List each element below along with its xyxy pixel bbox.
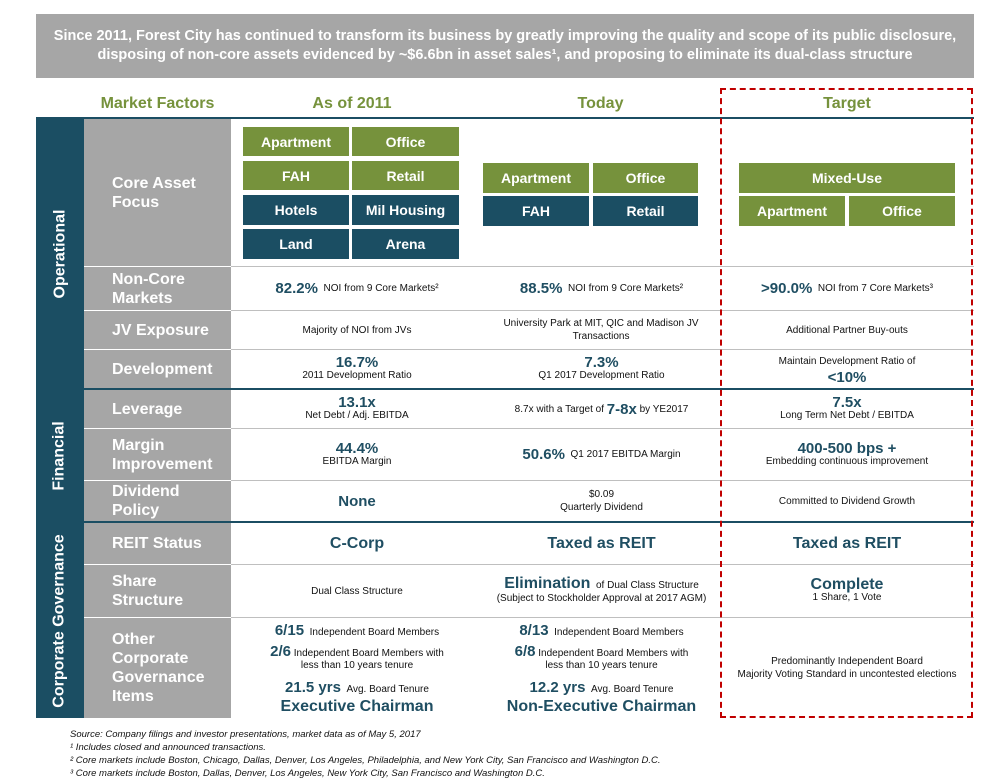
factor-reit-status: REIT Status	[112, 535, 202, 552]
asset-tile-fah: FAH	[483, 196, 589, 226]
gov-2011-board: 6/15 Independent Board Members	[274, 622, 440, 639]
header-as-of-2011: As of 2011	[312, 95, 392, 112]
gov-2011-tenure: 2/6 Independent Board Members with less t…	[270, 643, 444, 671]
dev-2011: 16.7% 2011 Development Ratio	[302, 354, 412, 381]
share-2011: Dual Class Structure	[311, 585, 403, 597]
section-operational: Operational	[36, 119, 84, 388]
dev-today: 7.3% Q1 2017 Development Ratio	[538, 354, 665, 381]
factor-development: Development	[112, 360, 213, 378]
row-divider	[84, 617, 974, 618]
section-divider	[36, 521, 974, 523]
dividend-today: $0.09 Quarterly Dividend	[560, 489, 643, 513]
dividend-2011: None	[338, 492, 376, 510]
jv-target: Additional Partner Buy-outs	[786, 324, 908, 336]
factor-divider	[84, 349, 231, 350]
noncore-target: >90.0% NOI from 7 Core Markets³	[761, 280, 933, 297]
factor-leverage: Leverage	[112, 400, 183, 418]
row-divider	[84, 310, 974, 311]
header-target: Target	[823, 95, 871, 112]
asset-tile-office: Office	[849, 196, 955, 226]
asset-tile-apartment: Apartment	[483, 163, 589, 193]
row-divider	[84, 428, 974, 429]
margin-target: 400-500 bps + Embedding continuous improv…	[765, 439, 929, 467]
row-divider	[84, 480, 974, 481]
dev-target: Maintain Development Ratio of <10%	[778, 355, 916, 386]
factor-divider	[84, 564, 231, 565]
factor-divider	[84, 617, 231, 618]
reit-2011: C-Corp	[329, 535, 385, 552]
factor-jv-exposure: JV Exposure	[112, 321, 209, 339]
reit-target: Taxed as REIT	[792, 535, 902, 552]
section-financial: Financial	[36, 390, 84, 521]
share-target: Complete 1 Share, 1 Vote	[810, 576, 884, 604]
footnotes: Source: Company filings and investor pre…	[70, 728, 661, 780]
gov-2011-avg-tenure: 21.5 yrs Avg. Board Tenure	[285, 679, 429, 696]
asset-tile-land: Land	[243, 229, 349, 259]
asset-tile-retail: Retail	[593, 196, 698, 226]
share-today: Elimination of Dual Class Structure (Sub…	[496, 575, 707, 605]
factor-other-governance: Other Corporate Governance Items	[112, 631, 205, 705]
reit-today: Taxed as REIT	[547, 535, 656, 552]
asset-tile-hotels: Hotels	[243, 195, 349, 225]
asset-tile-arena: Arena	[352, 229, 459, 259]
summary-banner: Since 2011, Forest City has continued to…	[36, 14, 974, 78]
header-today: Today	[577, 95, 624, 112]
row-divider	[84, 564, 974, 565]
asset-tile-apartment: Apartment	[243, 127, 349, 156]
asset-tile-mixed-use: Mixed-Use	[739, 163, 955, 193]
gov-today-avg-tenure: 12.2 yrs Avg. Board Tenure	[529, 679, 674, 696]
noncore-2011: 82.2% NOI from 9 Core Markets²	[275, 280, 439, 297]
factor-dividend-policy: Dividend Policy	[112, 483, 180, 519]
row-divider	[84, 266, 974, 267]
factor-margin-improvement: Margin Improvement	[112, 436, 213, 473]
factor-divider	[84, 310, 231, 311]
gov-today-chairman: Non-Executive Chairman	[506, 698, 697, 715]
factor-core-asset-focus: Core Asset Focus	[112, 174, 196, 211]
leverage-today: 8.7x with a Target of 7-8x by YE2017	[514, 400, 689, 418]
asset-tile-apartment: Apartment	[739, 196, 845, 226]
gov-today-board: 8/13 Independent Board Members	[519, 622, 684, 639]
dividend-target: Committed to Dividend Growth	[778, 495, 916, 507]
asset-tile-office: Office	[352, 127, 459, 156]
footnote-source: Source: Company filings and investor pre…	[70, 729, 421, 740]
gov-2011-chairman: Executive Chairman	[280, 698, 434, 715]
asset-tile-fah: FAH	[243, 161, 349, 190]
header-divider	[36, 117, 974, 119]
asset-tile-retail: Retail	[352, 161, 459, 190]
asset-tile-office: Office	[593, 163, 698, 193]
margin-2011: 44.4% EBITDA Margin	[322, 439, 392, 467]
jv-2011: Majority of NOI from JVs	[302, 324, 412, 336]
banner-text: Since 2011, Forest City has continued to…	[53, 28, 957, 63]
header-market-factors: Market Factors	[100, 95, 215, 112]
row-divider	[84, 349, 974, 350]
factor-divider	[84, 480, 231, 481]
noncore-today: 88.5% NOI from 9 Core Markets²	[519, 280, 684, 297]
jv-today: University Park at MIT, QIC and Madison …	[503, 318, 699, 342]
section-corporate-governance: Corporate Governance	[36, 523, 84, 718]
factor-non-core-markets: Non-Core Markets	[112, 270, 185, 307]
footnote-2: ² Core markets include Boston, Chicago, …	[70, 755, 661, 766]
factor-divider	[84, 428, 231, 429]
gov-today-tenure: 6/8 Independent Board Members with less t…	[514, 643, 689, 671]
leverage-target: 7.5x Long Term Net Debt / EBITDA	[780, 394, 914, 421]
asset-tile-mil-housing: Mil Housing	[352, 195, 459, 225]
footnote-1: ¹ Includes closed and announced transact…	[70, 742, 266, 753]
leverage-2011: 13.1x Net Debt / Adj. EBITDA	[305, 394, 409, 421]
factor-divider	[84, 266, 231, 267]
footnote-3: ³ Core markets include Boston, Dallas, D…	[70, 768, 545, 779]
factor-share-structure: Share Structure	[112, 573, 184, 609]
section-divider	[36, 388, 974, 390]
factor-column	[84, 119, 231, 718]
margin-today: 50.6% Q1 2017 EBITDA Margin	[522, 446, 681, 463]
gov-target: Predominantly Independent Board Majority …	[737, 656, 957, 680]
